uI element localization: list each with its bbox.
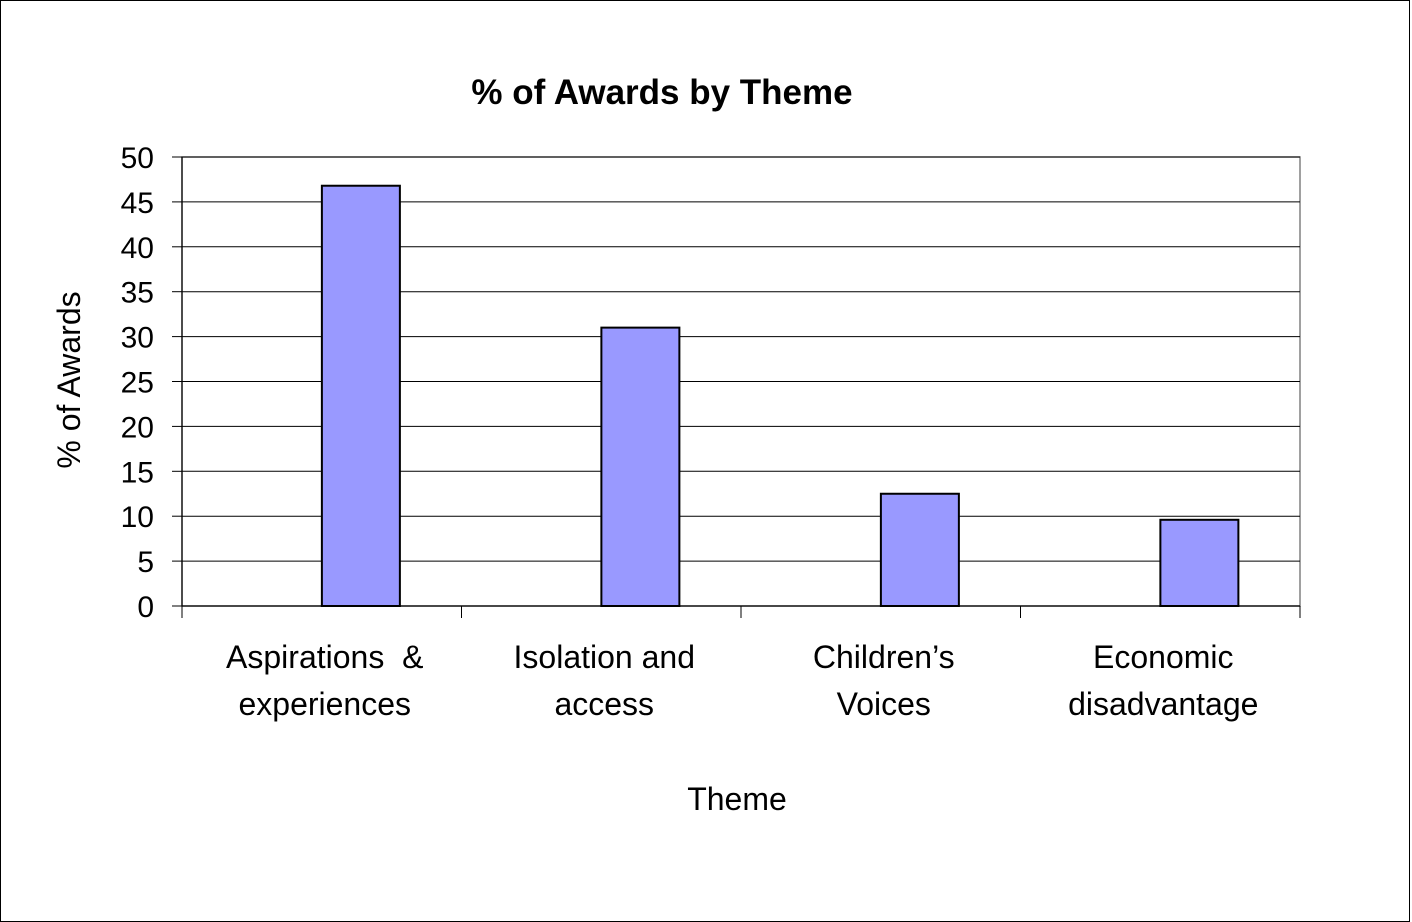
y-tick-label: 30 xyxy=(121,322,154,355)
plot-area: 0 5 10 15 20 25 30 35 40 45 50 Aspirations & experie… xyxy=(121,142,1301,722)
x-tick-label: access xyxy=(554,686,654,722)
y-tick-label: 10 xyxy=(121,501,154,534)
x-tick-label: disadvantage xyxy=(1068,686,1258,722)
x-tick-label: Aspirations & xyxy=(226,639,423,675)
x-axis-label: Theme xyxy=(687,781,787,817)
y-tick-label: 35 xyxy=(121,277,154,310)
x-tick-label: Voices xyxy=(837,686,931,722)
y-tick-label: 20 xyxy=(121,411,154,444)
y-axis-label: % of Awards xyxy=(51,291,87,468)
y-tick-label: 25 xyxy=(121,367,154,400)
y-tick-label: 5 xyxy=(137,546,154,579)
bar xyxy=(600,326,681,607)
bar xyxy=(1159,518,1240,607)
chart-title: % of Awards by Theme xyxy=(471,73,852,112)
x-tick-label: Isolation and xyxy=(514,639,695,675)
y-tick-label: 40 xyxy=(121,232,154,265)
x-tick-label: Children’s xyxy=(813,639,955,675)
y-tick-label: 50 xyxy=(121,142,154,175)
x-tick-label: experiences xyxy=(238,686,411,722)
x-tick-label: Economic xyxy=(1093,639,1234,675)
y-tick-label: 0 xyxy=(137,591,154,624)
y-tick-label: 45 xyxy=(121,187,154,220)
bar xyxy=(879,492,960,607)
bar xyxy=(320,184,401,607)
y-tick-label: 15 xyxy=(121,456,154,489)
